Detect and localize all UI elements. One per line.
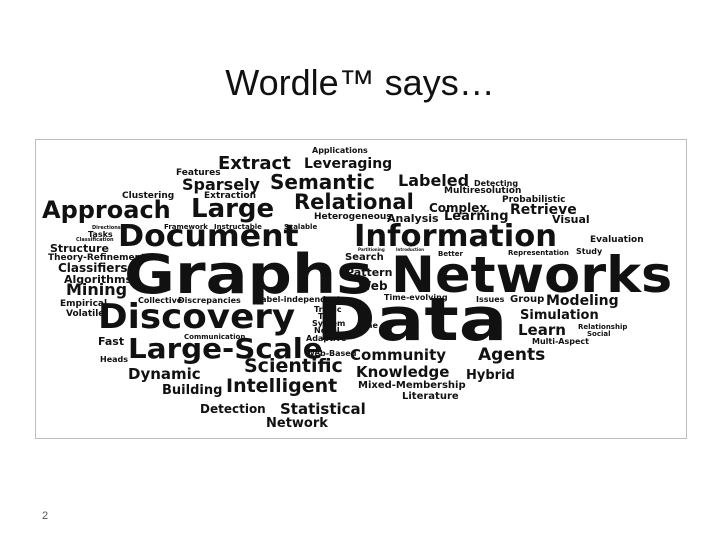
cloud-word: Time-evolving — [384, 293, 448, 302]
cloud-word: Pattern — [346, 266, 393, 279]
cloud-word: Heads — [100, 355, 129, 364]
cloud-word: Visual — [552, 213, 590, 226]
cloud-word: Scientific — [244, 355, 343, 377]
cloud-word: Relational — [294, 190, 414, 214]
cloud-word: Search — [345, 252, 384, 263]
cloud-word: Detecting — [474, 179, 519, 188]
cloud-word: Theory-Refinement — [48, 253, 146, 263]
cloud-word: Label-independent — [256, 295, 341, 304]
cloud-word: Mixed-Membership — [358, 380, 466, 391]
cloud-word: Large-Scale — [128, 332, 323, 365]
cloud-word: Community — [350, 346, 447, 364]
cloud-word: Multi-Aspect — [532, 337, 589, 346]
cloud-word: Representation — [508, 249, 569, 257]
cloud-word: Directions — [92, 225, 121, 231]
cloud-word: Evaluation — [590, 235, 644, 245]
cloud-word: Scalable — [284, 223, 318, 231]
cloud-word: Sparsely — [182, 175, 260, 194]
cloud-word: Detection — [200, 402, 266, 416]
cloud-word: Adaptive — [306, 334, 347, 343]
cloud-word: Graphs — [124, 243, 374, 306]
cloud-word: Document — [118, 219, 299, 254]
cloud-word: Classification — [76, 237, 114, 243]
cloud-word: Structure — [50, 242, 109, 255]
cloud-word: Modeling — [546, 293, 619, 309]
cloud-word: Intelligent — [226, 375, 338, 397]
cloud-word: Web — [358, 279, 388, 293]
cloud-word: Extract — [218, 153, 291, 174]
cloud-word: Empirical — [60, 299, 108, 309]
cloud-word: Novel — [314, 326, 340, 335]
cloud-word: Clustering — [122, 191, 175, 201]
cloud-word: Features — [176, 168, 221, 178]
cloud-word: Semantic — [270, 170, 375, 194]
cloud-word: Applications — [312, 146, 368, 155]
cloud-word: Mining — [66, 280, 128, 299]
cloud-word: Group — [510, 294, 545, 305]
cloud-word: Retrieve — [510, 202, 577, 218]
cloud-word: Fast — [98, 335, 125, 348]
cloud-word: Labeled — [398, 171, 470, 190]
cloud-word: One — [360, 321, 378, 330]
cloud-word: Instructable — [214, 223, 262, 231]
cloud-word: Introduction — [396, 247, 424, 252]
cloud-word: Network — [266, 416, 328, 431]
cloud-word: Classifiers — [58, 261, 128, 275]
cloud-word: Discovery — [98, 297, 296, 337]
cloud-word: Algorithms — [64, 273, 133, 286]
cloud-word: Information — [354, 219, 558, 254]
cloud-word: Statistical — [280, 400, 366, 418]
cloud-word: Learn — [518, 321, 566, 339]
cloud-word: Analysis — [387, 212, 439, 225]
cloud-word: Heterogeneous — [314, 212, 392, 222]
cloud-word: Relationship — [578, 323, 628, 331]
cloud-word: Probabilistic — [502, 195, 566, 205]
cloud-word: Study — [576, 247, 603, 256]
cloud-word: Knowledge — [356, 363, 450, 381]
cloud-word: Collective — [138, 296, 183, 305]
cloud-word: Discrepancies — [178, 296, 241, 305]
cloud-word: Building — [162, 383, 223, 398]
cloud-word: Partitioning — [358, 247, 385, 252]
cloud-word: Simulation — [520, 308, 599, 323]
cloud-word: Large — [191, 194, 275, 224]
cloud-word: System — [312, 319, 346, 328]
cloud-word: Agents — [478, 345, 546, 365]
cloud-word: Traffic — [314, 305, 342, 314]
cloud-word: Framework — [164, 223, 208, 231]
cloud-word: Complex — [429, 201, 488, 215]
cloud-word: Two — [318, 312, 336, 321]
cloud-word: Networks — [391, 246, 673, 304]
cloud-word: Social — [587, 330, 611, 338]
cloud-word: Dynamic — [128, 365, 201, 383]
cloud-word: Communication — [184, 333, 246, 341]
cloud-word: Issues — [476, 295, 505, 304]
slide-title: Wordle™ says… — [225, 62, 495, 103]
cloud-word: Approach — [42, 196, 171, 224]
slide-number: 2 — [42, 510, 49, 522]
cloud-word: Hybrid — [466, 368, 515, 383]
cloud-word: Extraction — [204, 191, 257, 201]
cloud-word: Leveraging — [304, 156, 393, 172]
cloud-word: Better — [438, 250, 463, 258]
cloud-word: Multiresolution — [444, 186, 522, 196]
cloud-word: Data — [316, 285, 508, 355]
cloud-word: Literature — [402, 391, 459, 402]
cloud-word: Web-Based — [306, 349, 357, 358]
word-cloud: Graphs Networks Data Discovery Document … — [35, 139, 687, 439]
cloud-word: Volatile — [66, 309, 105, 319]
cloud-word: Tasks — [88, 230, 113, 239]
cloud-word: Learning — [444, 209, 509, 224]
